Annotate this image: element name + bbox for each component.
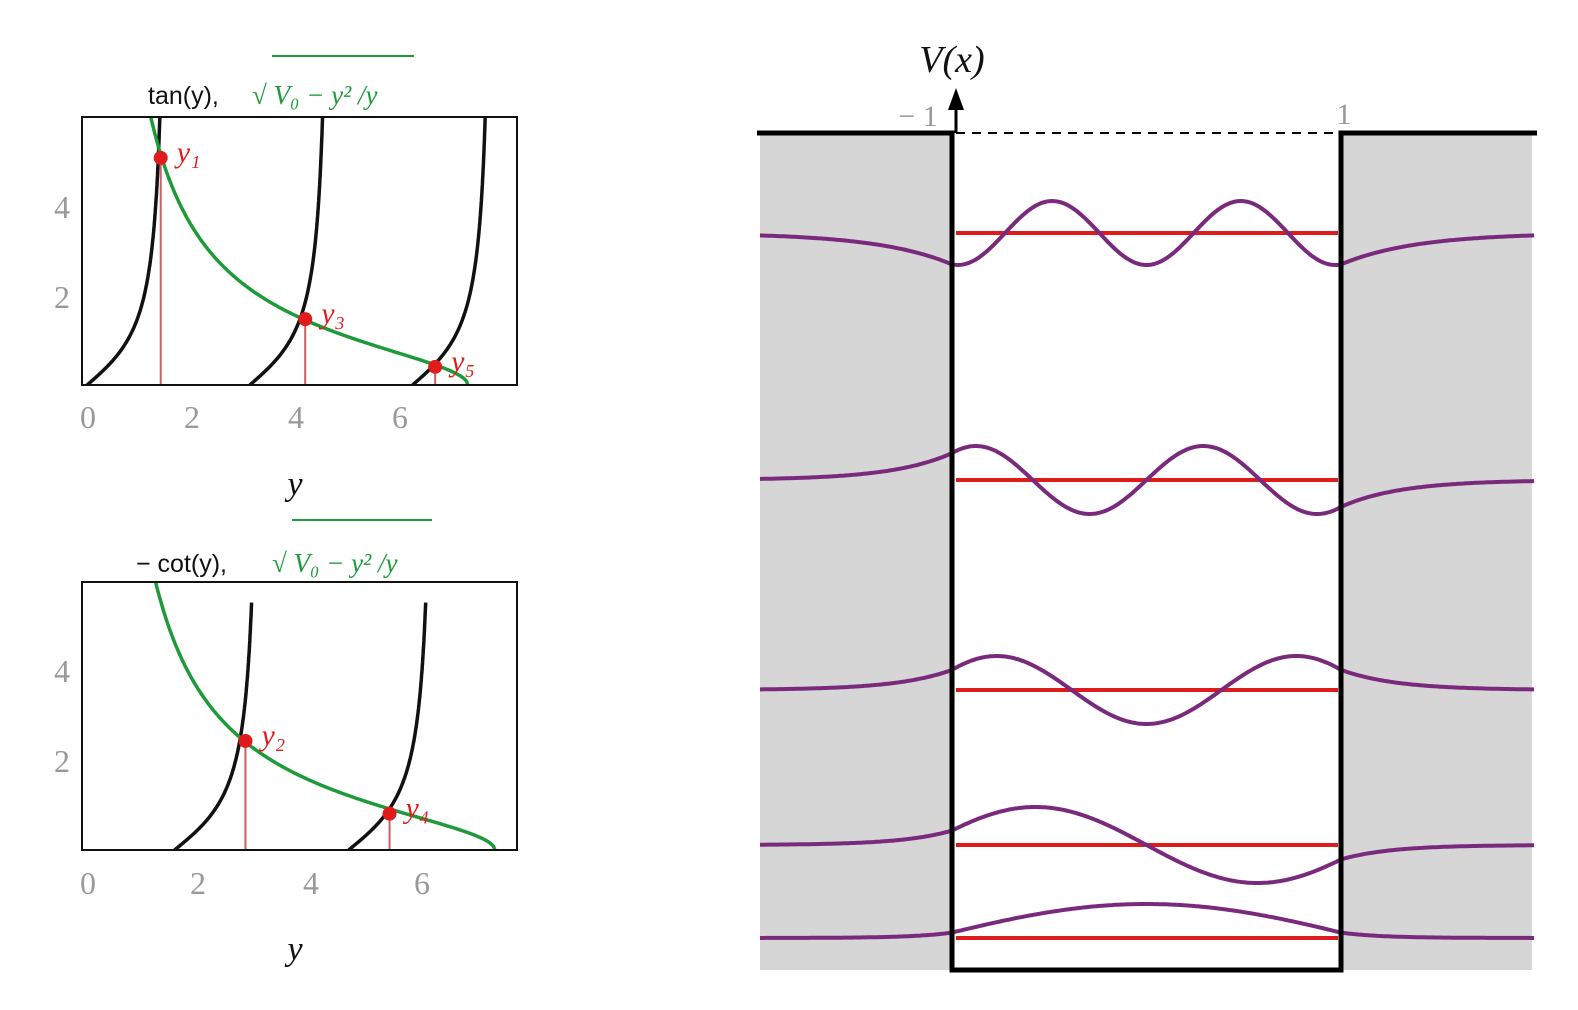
cot-branch-1: [173, 602, 254, 850]
v-axis-label: V(x): [919, 39, 984, 81]
left-barrier-region: [760, 133, 952, 970]
top-solution-label-2: y₃: [318, 297, 345, 330]
top-xtick-6: 6: [392, 399, 408, 435]
top-solution-point-2: [298, 312, 313, 327]
top-ytick-4: 4: [54, 189, 70, 225]
top-panel-frame: [81, 116, 518, 386]
top-ytick-2: 2: [54, 279, 70, 315]
square-well-diagram: V(x) − 1 1: [757, 39, 1537, 973]
wavefunction-3: [760, 654, 1534, 726]
tan-branch-1: [85, 117, 162, 385]
top-panel-title-black: tan(y),: [148, 82, 219, 110]
bottom-xtick-2: 2: [190, 865, 206, 901]
top-xtick-2: 2: [184, 399, 200, 435]
bottom-panel-title-black: − cot(y),: [136, 550, 227, 578]
tan-branch-3: [411, 117, 487, 385]
top-panel-solutions: y₁ y₃ y₅: [153, 136, 475, 385]
right-barrier-region: [1342, 133, 1532, 970]
wavefunction-1: [760, 902, 1534, 940]
bottom-panel-solutions: y₂ y₄: [238, 719, 429, 850]
bottom-ytick-4: 4: [54, 653, 70, 689]
top-xtick-0: 0: [80, 399, 96, 435]
right-edge-label: 1: [1337, 98, 1352, 131]
top-panel-xlabel: y: [284, 466, 303, 503]
wavefunction-4: [760, 444, 1534, 516]
energy-levels: [956, 231, 1338, 940]
bottom-panel-title-green: √ V₀ − y² /y: [272, 548, 397, 578]
bottom-xtick-0: 0: [80, 865, 96, 901]
left-edge-label: − 1: [898, 100, 937, 133]
bottom-ytick-2: 2: [54, 743, 70, 779]
top-xtick-4: 4: [288, 399, 304, 435]
bottom-panel-frame: [81, 581, 518, 851]
top-solution-point-3: [428, 359, 443, 374]
bottom-xtick-4: 4: [303, 865, 319, 901]
top-solution-label-1: y₁: [174, 136, 201, 169]
potential-well-outline: [757, 130, 1537, 973]
top-panel-title-green: √ V₀ − y² /y: [252, 80, 377, 110]
bottom-solution-point-2: [382, 806, 397, 821]
top-solution-point-1: [153, 150, 168, 165]
bottom-solution-label-1: y₂: [258, 719, 285, 752]
wavefunction-2: [760, 805, 1534, 885]
bottom-panel-xlabel: y: [284, 931, 303, 968]
v-axis-arrowhead: [948, 88, 964, 110]
bottom-solution-label-2: y₄: [403, 792, 430, 825]
top-panel-curves: [85, 117, 487, 385]
wavefunction-5: [759, 198, 1535, 268]
tan-branch-2: [248, 117, 325, 385]
bottom-xtick-6: 6: [414, 865, 430, 901]
wavefunctions: [759, 198, 1535, 940]
green-curve: [153, 582, 497, 850]
bottom-solution-point-1: [238, 733, 253, 748]
bottom-panel-curves: [153, 582, 497, 850]
top-solution-label-3: y₅: [448, 345, 475, 378]
